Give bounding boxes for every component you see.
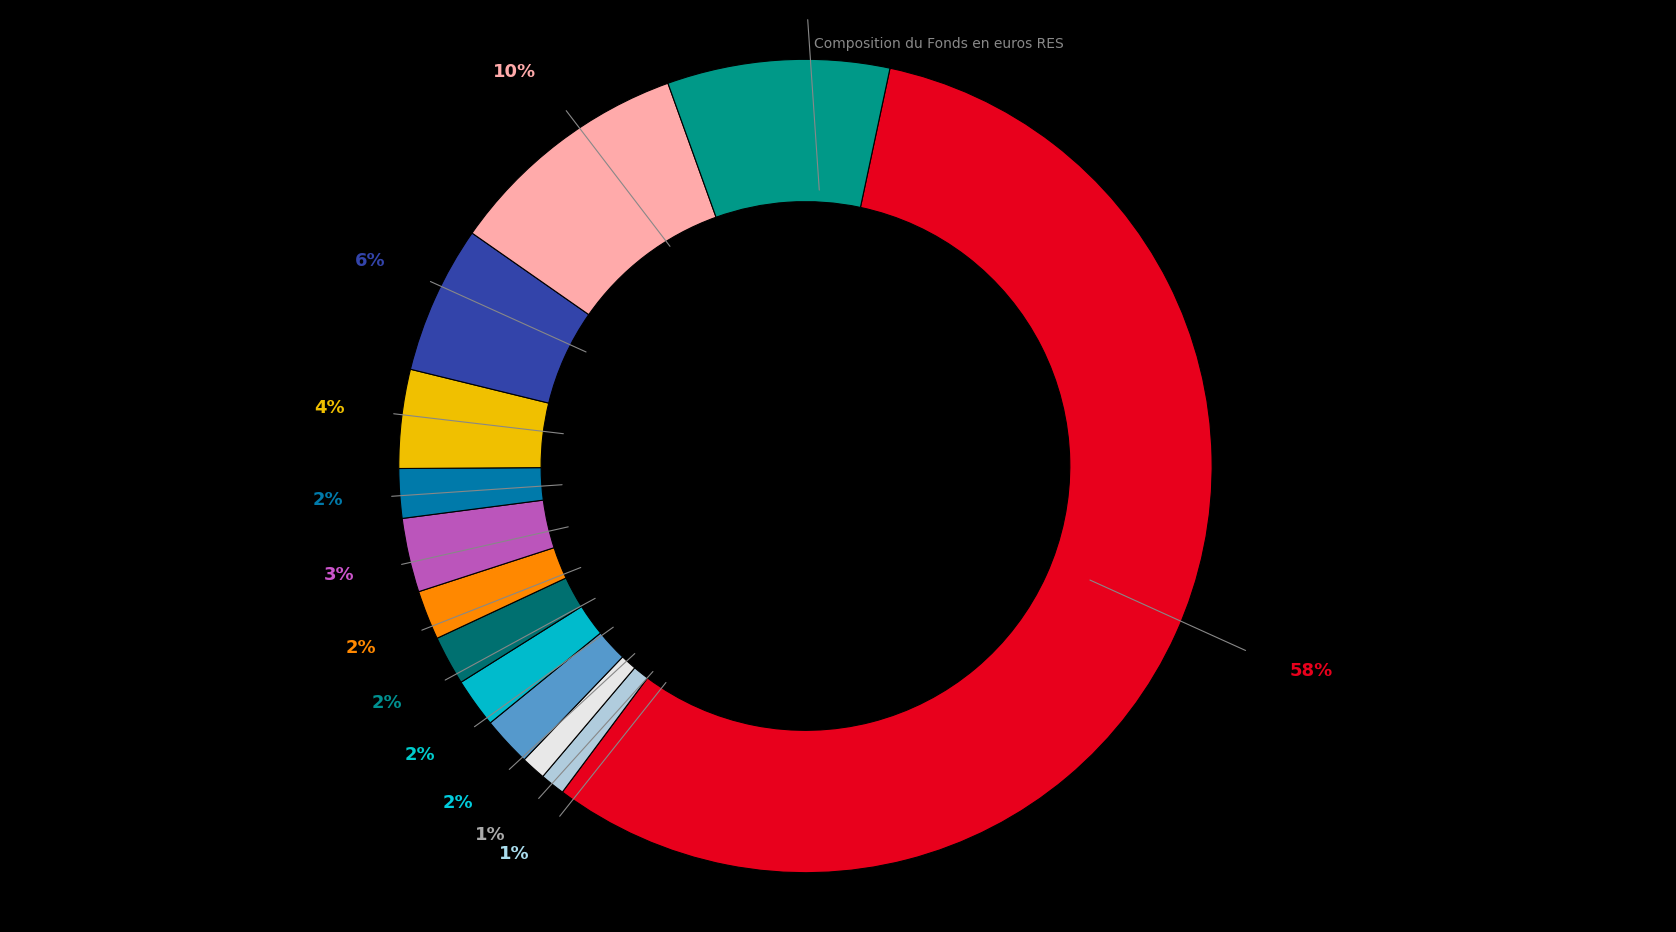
Wedge shape (563, 68, 1212, 872)
Text: 1%: 1% (476, 826, 506, 843)
Wedge shape (437, 578, 582, 682)
Wedge shape (399, 468, 543, 518)
Text: 2%: 2% (312, 490, 344, 509)
Text: 10%: 10% (493, 62, 536, 81)
Wedge shape (489, 633, 622, 760)
Text: 2%: 2% (372, 694, 402, 712)
Wedge shape (399, 369, 548, 469)
Wedge shape (543, 668, 647, 792)
Wedge shape (402, 500, 555, 592)
Wedge shape (461, 607, 600, 723)
Wedge shape (419, 548, 566, 638)
Text: 1%: 1% (499, 845, 530, 863)
Text: 3%: 3% (323, 566, 354, 584)
Wedge shape (473, 83, 716, 315)
Wedge shape (669, 60, 890, 217)
Text: 2%: 2% (345, 639, 377, 657)
Text: Composition du Fonds en euros RES: Composition du Fonds en euros RES (813, 37, 1064, 51)
Wedge shape (525, 657, 635, 776)
Text: 2%: 2% (442, 793, 473, 812)
Text: 58%: 58% (1291, 662, 1334, 679)
Text: 2%: 2% (404, 747, 434, 764)
Wedge shape (411, 233, 588, 404)
Text: 6%: 6% (355, 253, 385, 270)
Text: 4%: 4% (315, 399, 345, 417)
